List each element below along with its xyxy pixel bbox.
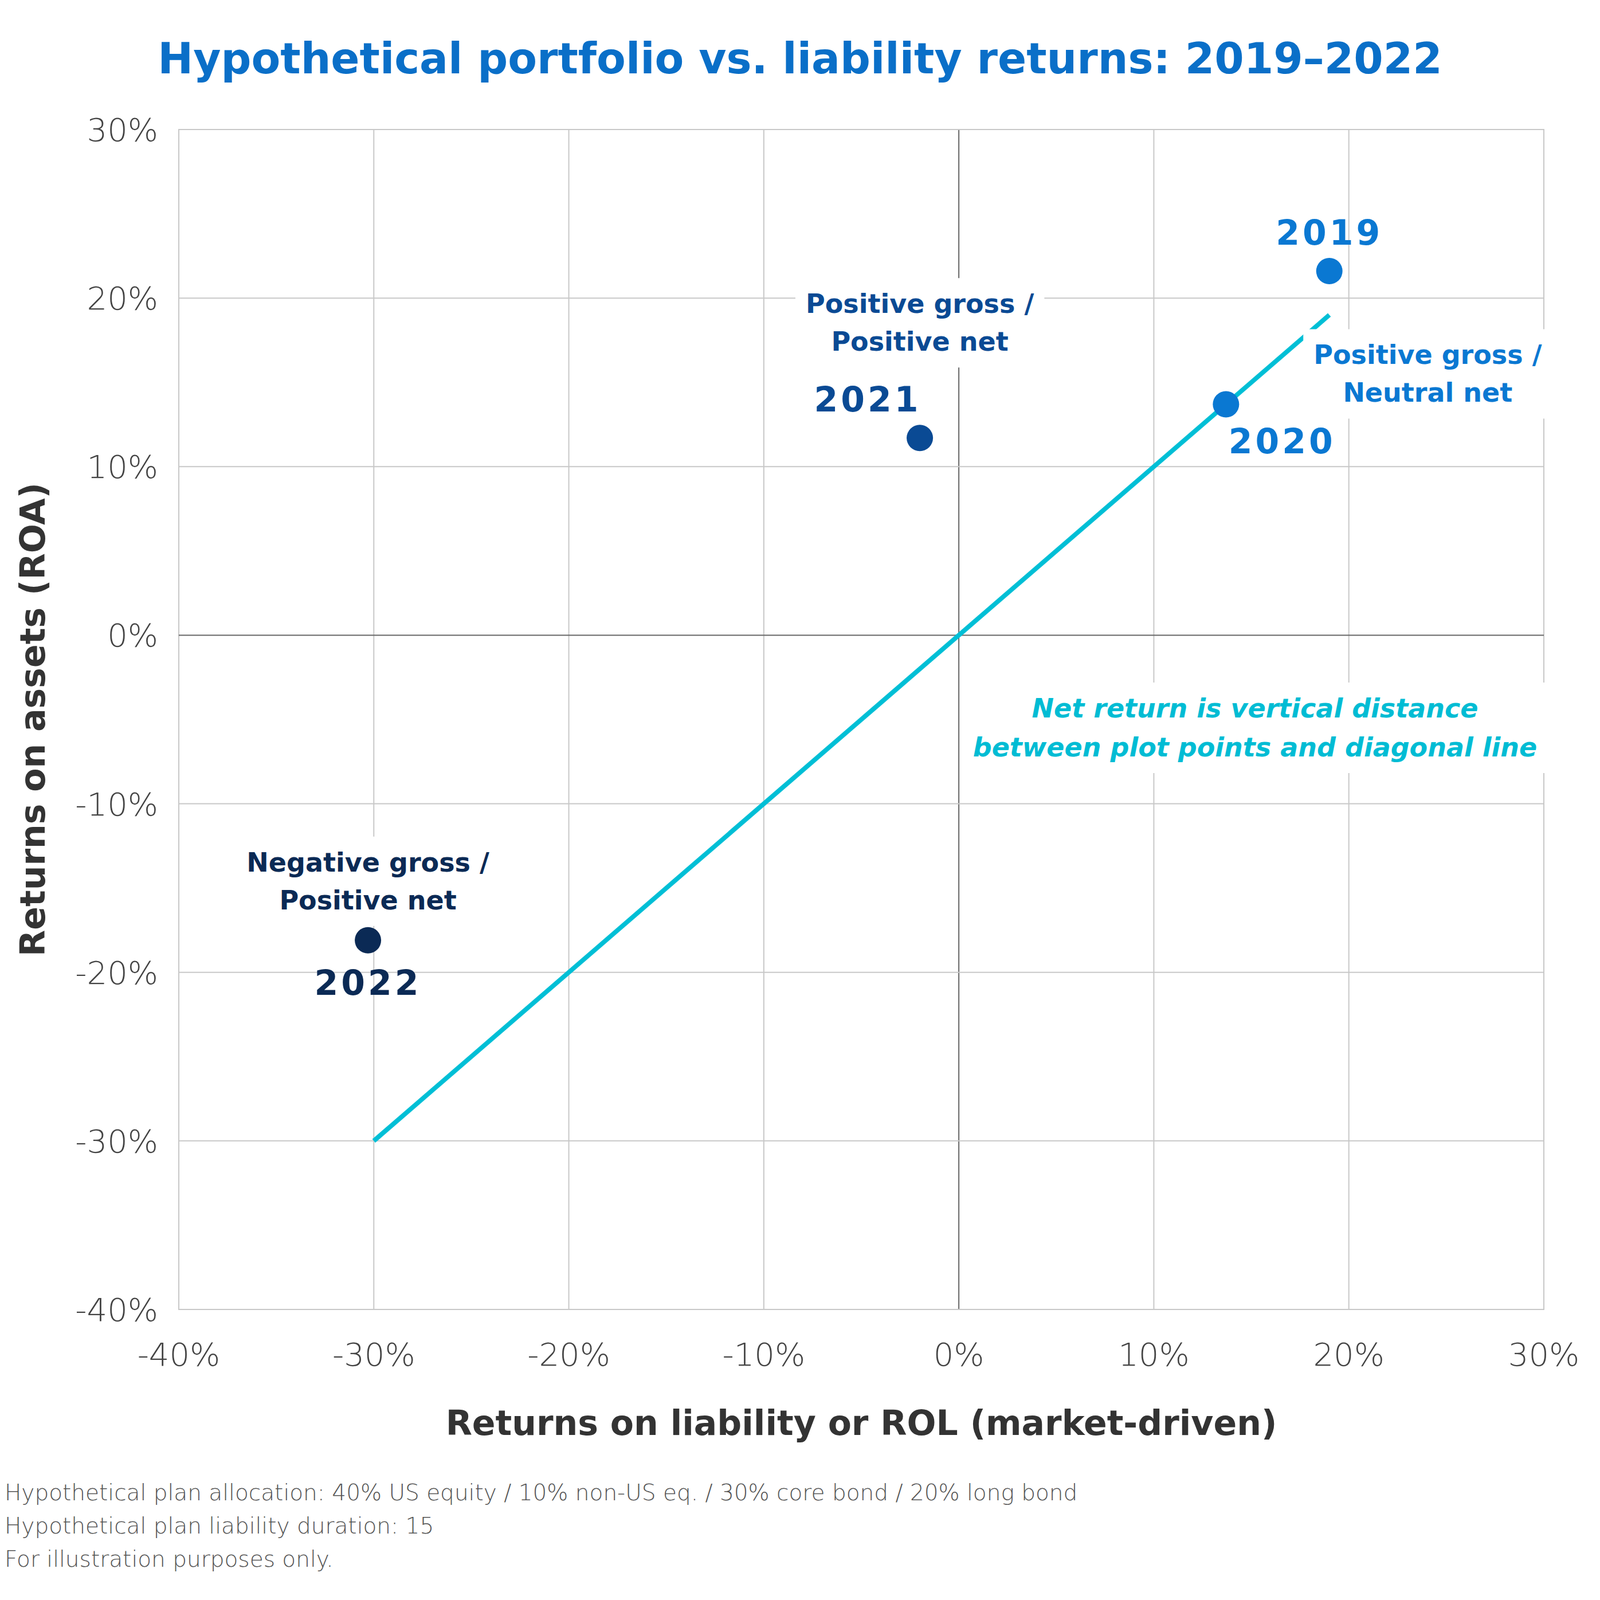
- y-tick-label: 10%: [87, 448, 159, 486]
- x-tick-label: 0%: [933, 1335, 985, 1374]
- marks: [354, 257, 1343, 1141]
- grid-line-x: [178, 129, 180, 1310]
- title: Hypothetical portfolio vs. liability ret…: [157, 33, 1442, 84]
- plot-frame: [178, 129, 1544, 1310]
- point: [1316, 257, 1343, 285]
- x-tick-label: 10%: [1118, 1335, 1190, 1374]
- x-axis-label: Returns on liability or ROL (market-driv…: [445, 1402, 1278, 1443]
- point: [354, 927, 382, 954]
- x-tick-label: 30%: [1508, 1335, 1580, 1374]
- y-tick-label: -30%: [75, 1122, 159, 1160]
- x-tick-label: -20%: [527, 1335, 611, 1374]
- grid: [178, 129, 1544, 1310]
- y-tick-label: -20%: [75, 954, 159, 992]
- point-label: 2022: [314, 962, 422, 1003]
- x-tick-label: -40%: [137, 1335, 221, 1374]
- chart: Hypothetical portfolio vs. liability ret…: [0, 0, 1600, 1600]
- note-background: [962, 682, 1548, 774]
- x-tick-label: -30%: [332, 1335, 416, 1374]
- annotation-group: Positive gross / Neutral net: [1303, 328, 1552, 419]
- annotation: Positive net: [830, 326, 1009, 358]
- grid-line-x: [568, 129, 570, 1310]
- y-tick-label: 30%: [87, 111, 159, 149]
- note: between plot points and diagonal line: [973, 731, 1538, 763]
- note-group: Net return is vertical distance between p…: [962, 682, 1548, 774]
- y-tick-label: 0%: [107, 616, 159, 654]
- grid-line-y: [178, 128, 1544, 131]
- grid-line-y: [178, 1308, 1544, 1311]
- annotation: Negative gross /: [246, 846, 490, 878]
- annotation-background: [236, 836, 500, 927]
- grid-line-x: [373, 129, 375, 1310]
- y-tick-label: -10%: [75, 785, 159, 823]
- point-label: 2020: [1228, 421, 1336, 462]
- x-tick-label: -10%: [722, 1335, 806, 1374]
- footnote: Hypothetical plan allocation: 40% US equ…: [4, 1479, 1078, 1506]
- annotation: Positive gross /: [1313, 339, 1542, 371]
- annotation-background: [1303, 328, 1552, 419]
- point-label: 2019: [1275, 212, 1383, 253]
- annotation: Positive net: [279, 884, 457, 916]
- grid-line-y: [178, 803, 1544, 805]
- grid-line-y: [178, 465, 1544, 468]
- point: [1212, 390, 1239, 418]
- footnote: For illustration purposes only.: [4, 1546, 334, 1572]
- annotation-group: Negative gross / Positive net: [236, 836, 500, 927]
- grid-line-y: [178, 634, 1544, 636]
- annotation: Neutral net: [1342, 377, 1513, 409]
- footnote: Hypothetical plan liability duration: 15: [4, 1512, 434, 1539]
- annotation-group: Positive gross / Positive net: [795, 277, 1045, 368]
- point-label: 2021: [814, 379, 922, 420]
- y-tick-label: 20%: [87, 279, 159, 317]
- x-tick-label: 20%: [1312, 1335, 1384, 1374]
- y-tick-label: -40%: [75, 1291, 159, 1329]
- grid-line-x: [763, 129, 765, 1310]
- annotation-background: [795, 277, 1045, 368]
- diagonal-line: [373, 315, 1329, 1141]
- annotation: Positive gross /: [805, 288, 1034, 320]
- point: [906, 424, 933, 452]
- note: Net return is vertical distance: [1032, 692, 1479, 724]
- y-axis-label: Returns on assets (ROA): [12, 482, 53, 957]
- grid-line-y: [178, 1140, 1544, 1142]
